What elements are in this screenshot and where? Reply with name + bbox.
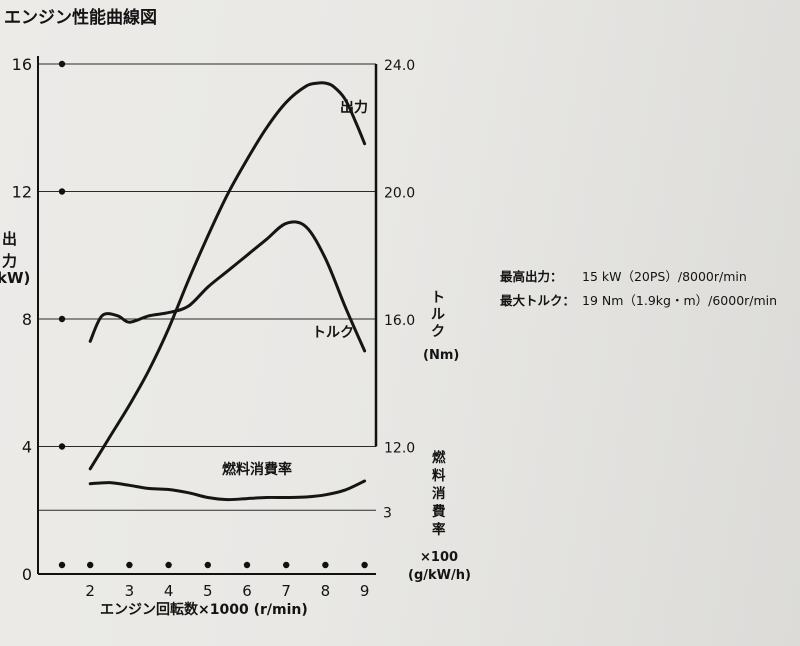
- left-tick-label: 12: [12, 183, 32, 202]
- max-torque-value: 19 Nm（1.9kg・m）/6000r/min: [582, 293, 778, 308]
- fuel-axis-unit-2: (g/kW/h): [408, 568, 471, 583]
- series-line-fuel: [88, 479, 367, 502]
- fuel-tick-label: 3: [383, 505, 392, 521]
- chart-title: エンジン性能曲線図: [4, 7, 157, 28]
- torque-axis-label-char: ト: [431, 290, 445, 306]
- torque-axis-label-char: ク: [431, 324, 445, 340]
- series-label-power: 出力: [340, 99, 368, 116]
- x-axis-dot: [58, 561, 66, 569]
- left-axis-unit: kW): [0, 269, 30, 287]
- x-axis-dot: [322, 561, 329, 569]
- series-label-fuel: 燃料消費率: [222, 461, 292, 478]
- x-tick-label: 7: [281, 582, 291, 600]
- left-tick-label: 4: [22, 438, 32, 457]
- torque-tick-label: 20.0: [384, 186, 415, 202]
- left-axis-dot: [58, 315, 66, 323]
- left-axis-dot: [58, 443, 66, 450]
- x-axis-dot: [243, 561, 251, 569]
- max-power-label: 最高出力：: [500, 269, 563, 284]
- fuel-axis-unit-1: ×100: [420, 550, 458, 565]
- fuel-axis-label-char: 燃: [432, 449, 446, 466]
- x-tick-label: 4: [164, 582, 174, 600]
- x-tick-label: 3: [125, 582, 135, 600]
- left-tick-label: 16: [12, 55, 32, 74]
- x-tick-label: 6: [242, 582, 252, 600]
- x-axis-dot: [283, 561, 290, 569]
- torque-axis-unit: (Nm): [423, 348, 459, 363]
- left-tick-label: 8: [22, 310, 32, 329]
- left-axis-dot: [58, 60, 66, 68]
- x-axis-dot: [126, 561, 133, 569]
- left-axis-label-char: 力: [2, 252, 17, 270]
- torque-tick-label: 24.0: [384, 58, 415, 74]
- max-torque-spec: 最大トルク： 19 Nm（1.9kg・m）/6000r/min: [500, 290, 777, 309]
- max-power-spec: 最高出力： 15 kW（20PS）/8000r/min: [500, 266, 747, 285]
- series-line-torque: [88, 220, 367, 353]
- x-axis-dot: [204, 561, 211, 569]
- fuel-axis-label-char: 率: [432, 521, 446, 538]
- fuel-axis-label-char: 料: [432, 467, 446, 484]
- max-power-value: 15 kW（20PS）/8000r/min: [582, 269, 747, 284]
- series-line-power: [88, 81, 367, 471]
- torque-axis-label-char: ル: [431, 307, 445, 323]
- x-tick-label: 9: [360, 582, 370, 600]
- left-axis-dot: [58, 188, 66, 195]
- chart-axes: [37, 56, 378, 575]
- x-axis-dot: [361, 561, 368, 569]
- x-tick-label: 2: [85, 582, 95, 600]
- series-label-torque: トルク: [312, 325, 354, 341]
- chart-series: [88, 81, 367, 502]
- left-axis-label-char: 出: [2, 230, 17, 248]
- fuel-axis-label-char: 費: [432, 503, 446, 520]
- fuel-axis-label-char: 消: [432, 485, 446, 502]
- x-axis-dot: [87, 561, 94, 569]
- x-tick-label: 5: [203, 582, 213, 600]
- torque-tick-label: 16.0: [384, 313, 415, 329]
- torque-tick-label: 12.0: [384, 441, 415, 457]
- max-torque-label: 最大トルク：: [500, 293, 576, 308]
- grid-lines: [38, 63, 376, 511]
- x-axis-label: エンジン回転数×1000 (r/min): [100, 601, 308, 618]
- x-tick-label: 8: [321, 582, 331, 600]
- left-tick-label: 0: [22, 565, 32, 584]
- x-axis-dot: [165, 561, 172, 569]
